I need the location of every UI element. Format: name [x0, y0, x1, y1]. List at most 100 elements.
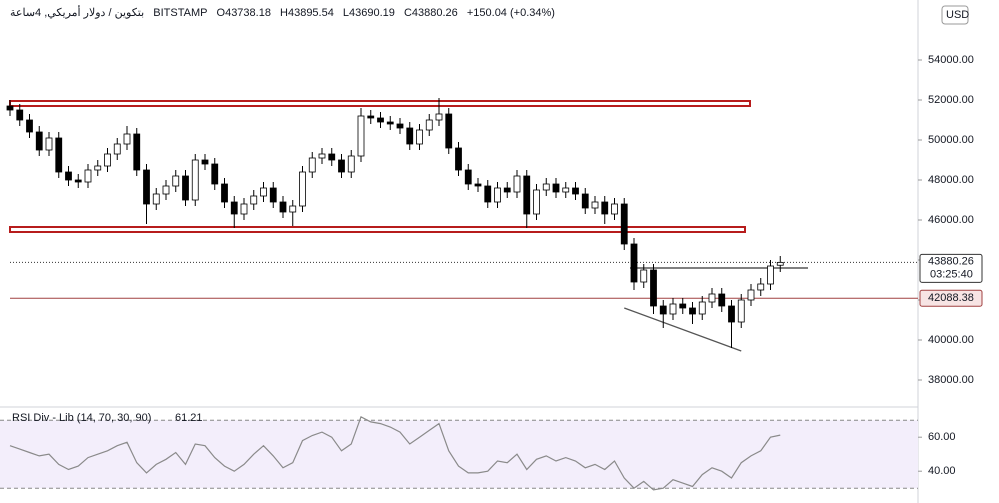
candle-body — [230, 201, 238, 215]
candle-body — [16, 109, 24, 121]
zone — [9, 226, 746, 233]
y-tick-label: 38000.00 — [928, 374, 974, 386]
candle-body — [84, 169, 92, 183]
candle-body — [698, 301, 706, 315]
candle-body — [182, 175, 189, 201]
y-tick-label: 52000.00 — [928, 94, 974, 106]
support-box — [919, 289, 983, 307]
candle-body — [620, 203, 628, 245]
candle-body — [659, 305, 667, 315]
candle-body — [640, 269, 648, 283]
y-tick-label: 50000.00 — [928, 134, 974, 146]
candle-body — [464, 169, 472, 185]
currency-box — [941, 5, 969, 25]
candle-body — [669, 303, 677, 315]
candle-body — [679, 303, 687, 309]
candle-body — [425, 119, 433, 131]
ohlc-low: L43690.19 — [342, 7, 395, 19]
candle-body — [523, 175, 531, 215]
candle-body — [201, 159, 209, 165]
candle-body — [357, 115, 365, 157]
candle-body — [747, 289, 755, 301]
y-tick-label: 46000.00 — [928, 214, 974, 226]
candle-body — [572, 187, 579, 195]
candle-body — [396, 123, 404, 129]
candle-body — [65, 171, 72, 181]
rsi-band-fill — [0, 420, 918, 489]
candle-body — [143, 169, 150, 205]
ohlc-high: H43895.54 — [280, 7, 334, 19]
countdown-label: 03:25:40 — [930, 268, 973, 280]
candle-body — [689, 307, 696, 315]
candle-body — [728, 305, 735, 323]
candle-body — [133, 133, 141, 171]
y-tick-label: 54000.00 — [928, 54, 974, 66]
candle-body — [611, 203, 618, 215]
candle-body — [74, 179, 82, 183]
candle-body — [269, 187, 277, 203]
candle-body — [591, 201, 599, 209]
rsi-title: RSI Div - Lib (14, 70, 30, 90) — [12, 412, 151, 424]
candle-body — [172, 175, 180, 187]
candle-body — [494, 187, 501, 203]
candle-body — [123, 133, 131, 145]
exchange: BITSTAMP — [153, 7, 208, 19]
candle-body — [55, 137, 63, 173]
candle-body — [445, 113, 453, 149]
candle-body — [260, 187, 267, 197]
symbol: بتكوين / دولار أمريكي, 4ساعة — [10, 7, 145, 19]
candle-body — [650, 269, 657, 307]
candle-body — [26, 119, 33, 133]
y-tick-label: 48000.00 — [928, 174, 974, 186]
candle-body — [601, 201, 609, 215]
candle-body — [308, 157, 316, 173]
candle-body — [406, 127, 414, 145]
candle-body — [45, 137, 53, 151]
candle-body — [113, 143, 121, 155]
candle-body — [328, 153, 336, 161]
candle-body — [94, 165, 102, 171]
ohlc-change: +150.04 (+0.34%) — [466, 7, 555, 19]
candle-body — [630, 243, 638, 283]
candle-body — [250, 195, 258, 205]
y-tick-label: 40000.00 — [928, 334, 974, 346]
candle-body — [240, 203, 248, 215]
support-label: 42088.38 — [928, 292, 974, 304]
last-price-label: 43880.26 — [928, 255, 974, 267]
last-price-box — [919, 253, 983, 283]
candle-body — [776, 261, 784, 266]
candle-body — [435, 113, 443, 121]
candle-body — [416, 129, 423, 145]
candle-body — [484, 185, 492, 203]
candle-body — [386, 121, 394, 125]
candle-body — [513, 175, 521, 193]
candle-body — [718, 293, 726, 307]
candle-body — [503, 187, 511, 193]
candle-body — [474, 183, 482, 187]
candle-body — [757, 283, 765, 291]
candle-body — [152, 193, 160, 205]
candle-body — [377, 117, 384, 123]
candle-body — [6, 105, 14, 111]
candle-body — [562, 187, 570, 193]
candle-body — [211, 163, 219, 185]
candle-body — [581, 193, 589, 209]
rsi-value: 61.21 — [175, 412, 203, 424]
ohlc-close: C43880.26 — [403, 7, 458, 19]
candle-body — [737, 299, 745, 323]
candle-body — [299, 171, 306, 207]
candle-body — [279, 201, 287, 213]
candle-body — [708, 293, 716, 303]
candle-body — [455, 147, 462, 171]
chart-header: بتكوين / دولار أمريكي, 4ساعة BITSTAMP O4… — [10, 6, 561, 19]
candle-body — [552, 183, 560, 193]
candle-body — [367, 115, 375, 119]
candle-body — [767, 265, 774, 285]
candle-body — [221, 183, 228, 203]
candle-body — [35, 131, 43, 151]
y-tick-label: 60.00 — [928, 431, 956, 443]
candle-body — [191, 159, 199, 201]
